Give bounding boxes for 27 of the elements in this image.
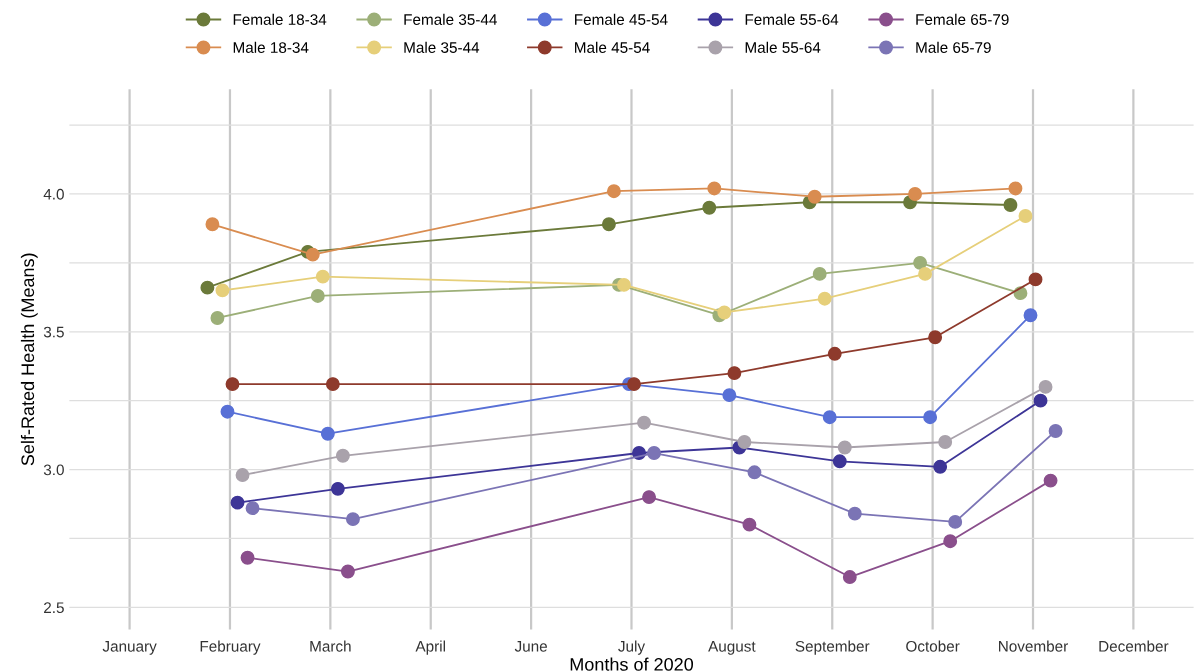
x-tick-label: October — [906, 640, 960, 652]
x-tick-label: August — [708, 641, 756, 655]
legend-label: Female 18-34 — [233, 13, 327, 25]
x-tick-label: February — [200, 640, 261, 655]
legend-label: Male 45-54 — [575, 41, 650, 53]
y-tick-label: 3.0 — [43, 464, 64, 476]
x-tick-label: November — [999, 640, 1068, 652]
y-axis-title: Self-Rated Health (Means) — [20, 253, 38, 466]
x-tick-label: June — [514, 641, 547, 652]
x-axis-title: Months of 2020 — [570, 657, 694, 671]
y-tick-label: 3.5 — [43, 326, 64, 338]
x-tick-label: July — [618, 640, 646, 655]
x-tick-label: January — [102, 641, 157, 655]
legend-label: Male 55-64 — [745, 41, 821, 53]
legend-label: Female 35-44 — [404, 13, 497, 25]
legend-label: Female 65-79 — [916, 13, 1009, 25]
x-tick-label: March — [310, 640, 351, 652]
legend-label: Male 18-34 — [233, 41, 309, 53]
legend-label: Female 45-54 — [575, 13, 668, 25]
y-tick-label: 2.5 — [44, 602, 64, 614]
legend-label: Male 65-79 — [916, 41, 991, 53]
legend-label: Male 35-44 — [404, 41, 480, 53]
legend-label: Female 55-64 — [745, 13, 839, 25]
x-tick-label: April — [415, 640, 445, 655]
x-tick-label: September — [795, 640, 870, 655]
x-tick-label: December — [1099, 640, 1169, 652]
y-tick-label: 4.0 — [43, 188, 64, 200]
